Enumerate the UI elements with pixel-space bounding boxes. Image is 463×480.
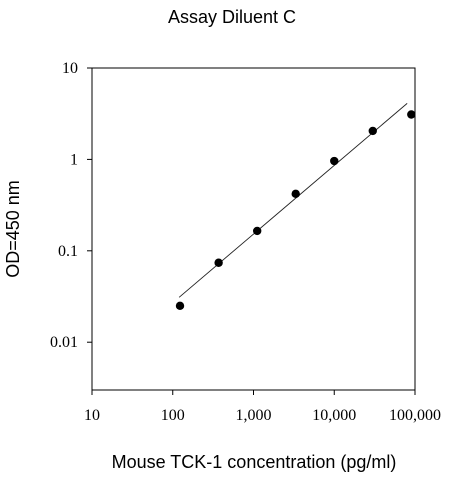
data-point <box>214 258 223 267</box>
chart-title: Assay Diluent C <box>168 7 296 27</box>
data-points <box>175 110 416 311</box>
data-point <box>252 226 262 236</box>
y-axis-ticks: 0.01 0.1 1 10 <box>50 60 92 351</box>
data-point <box>175 301 185 311</box>
data-point <box>330 156 339 166</box>
data-point <box>291 189 300 199</box>
y-tick-label: 0.01 <box>50 334 78 351</box>
data-point <box>368 126 377 136</box>
data-point <box>407 110 416 119</box>
y-tick-label: 0.1 <box>58 243 78 260</box>
y-tick-label: 1 <box>70 151 78 168</box>
x-tick-label: 10,000 <box>312 407 356 424</box>
y-axis-label: OD=450 nm <box>3 180 23 278</box>
x-axis-ticks: 10 100 1,000 10,000 100,000 <box>84 390 441 424</box>
x-tick-label: 100,000 <box>389 407 441 424</box>
x-tick-label: 100 <box>161 407 185 424</box>
x-axis-label: Mouse TCK-1 concentration (pg/ml) <box>112 452 397 472</box>
y-tick-label: 10 <box>62 60 78 77</box>
x-tick-label: 10 <box>84 407 100 424</box>
x-tick-label: 1,000 <box>236 407 272 424</box>
